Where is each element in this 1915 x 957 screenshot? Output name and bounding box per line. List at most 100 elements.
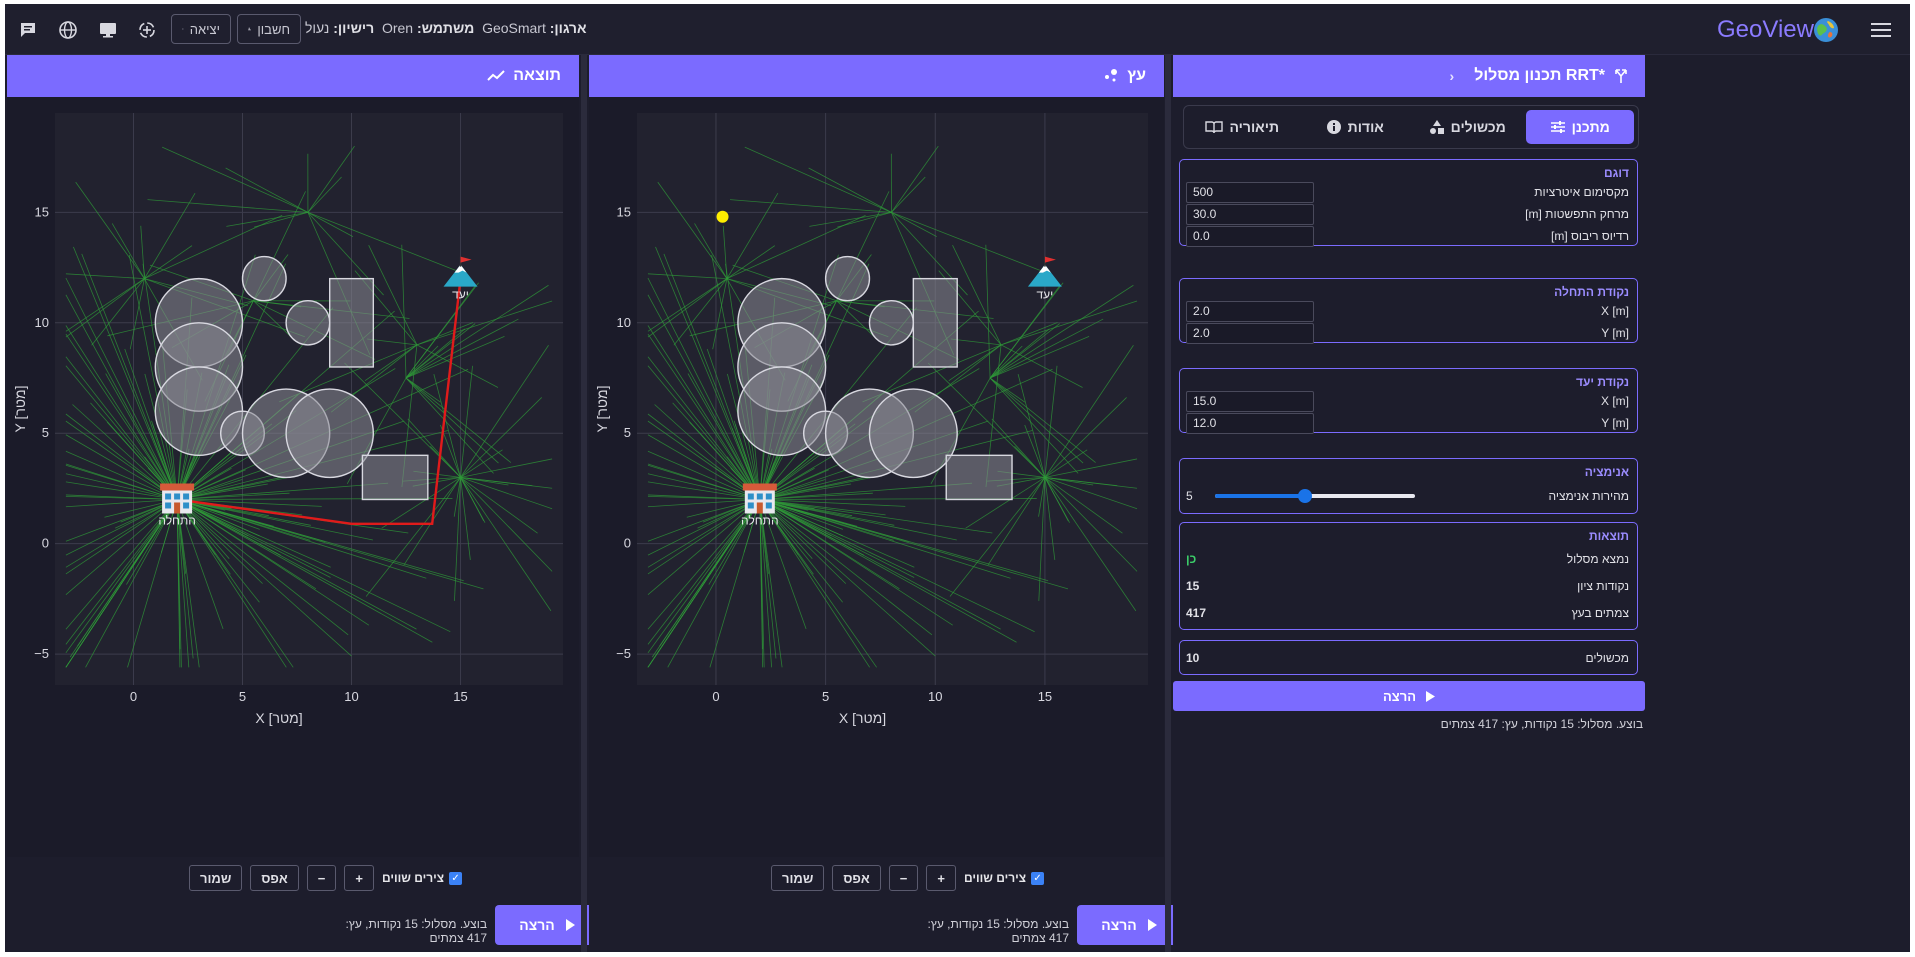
sidebar-title: תכנון מסלול RRT* [1474, 67, 1605, 84]
result-equal-axes-label: צירים שווים [381, 871, 445, 885]
tree-equal-axes-checkbox[interactable]: ✓ [1031, 871, 1045, 885]
tree-edge [759, 499, 936, 657]
result-reset-button[interactable]: אפס [250, 865, 299, 891]
tree-run-button[interactable]: הרצה [1077, 905, 1181, 945]
tree-edge [759, 499, 773, 668]
obstacles-count-value: 10 [1186, 651, 1200, 665]
mountain [443, 264, 478, 287]
chat-icon[interactable] [15, 17, 41, 43]
result-save-button[interactable]: שמור [189, 865, 243, 891]
result-plot[interactable]: 0 5 10 15 −5 0 5 10 15 X [מטר] Y [מטר] התחלה יעד [7, 97, 579, 857]
building-window [765, 502, 772, 509]
x-tick-label: 0 [130, 689, 137, 704]
tree-controls: ✓ צירים שווים + − אפס שמור [771, 864, 1045, 892]
building-window [756, 493, 763, 500]
splitter[interactable] [1165, 55, 1171, 952]
tree-edge [75, 181, 145, 279]
tab-planner[interactable]: מתכנן [1525, 110, 1634, 144]
result-zoom-in-button[interactable]: + [344, 865, 374, 891]
sidebar-status-text: בוצע. מסלול: 15 נקודות, עץ: 417 צמתים [1440, 717, 1643, 731]
result-equal-axes-checkbox[interactable]: ✓ [449, 871, 463, 885]
tab-about[interactable]: אודות [1301, 110, 1410, 144]
tree-edge [176, 499, 311, 541]
result-plot-svg[interactable]: 0 5 10 15 −5 0 5 10 15 X [מטר] Y [מטר] התחלה יעד [7, 97, 579, 857]
tree-edge [126, 499, 178, 585]
circle-obstacle [868, 300, 915, 346]
goal-y-label: Y [m] [1601, 416, 1629, 430]
max-iterations-input[interactable]: 500 [1186, 181, 1314, 203]
logo-globe-icon [1813, 17, 1839, 43]
mountain-snow [454, 264, 467, 273]
goal-y-input[interactable]: 12.0 [1186, 412, 1314, 434]
sidebar-run-button[interactable]: הרצה [1173, 681, 1645, 711]
tree-edge [759, 499, 957, 541]
tree-edge [460, 458, 553, 478]
tree-equal-axes[interactable]: ✓ צירים שווים [964, 871, 1045, 885]
tree-edge [837, 211, 892, 228]
tree-edge [647, 499, 761, 654]
animation-speed-label: מהירות אנימציה [1548, 489, 1629, 503]
globe-icon[interactable] [55, 17, 81, 43]
tree-edge [759, 499, 777, 659]
tree-edge [65, 499, 178, 556]
tree-edge [144, 373, 178, 500]
tree-edge [177, 499, 373, 541]
tree-run-label: הרצה [1101, 917, 1137, 933]
rewire-radius-input[interactable]: 0.0 [1186, 225, 1314, 247]
tree-edge [405, 345, 439, 379]
tree-plot-svg[interactable]: 0 5 10 15 −5 0 5 10 15 X [מטר] Y [מטר] התחלה יעד [589, 97, 1164, 857]
y-tick-label: 0 [42, 536, 49, 551]
tree-edge [989, 284, 1134, 379]
result-equal-axes[interactable]: ✓ צירים שווים [381, 871, 463, 885]
tree-edge [368, 245, 418, 346]
tree-edge [726, 192, 779, 279]
tab-about-label: אודות [1347, 119, 1384, 135]
y-axis-label: Y [מטר] [594, 385, 610, 432]
planner-sidebar: › תכנון מסלול RRT* מתכנן מכשולים אודות ת… [1173, 55, 1645, 952]
add-location-icon[interactable] [134, 17, 160, 43]
tree-edge [989, 345, 1023, 379]
tab-obstacles-label: מכשולים [1450, 119, 1506, 135]
tree-edge [405, 323, 476, 379]
top-bar: יציאה חשבון ארגון: GeoSmart משתמש: Oren … [5, 4, 1910, 55]
tree-edge [65, 499, 178, 508]
tree-edge [891, 212, 937, 237]
tab-planner-label: מתכנן [1571, 119, 1610, 135]
splitter[interactable] [581, 55, 587, 952]
route-fork-icon [1615, 69, 1627, 83]
tree-edge [177, 483, 268, 500]
tree-edge [177, 476, 283, 500]
start-y-input[interactable]: 2.0 [1186, 322, 1314, 344]
start-x-input[interactable]: 2.0 [1186, 300, 1314, 322]
tree-save-button[interactable]: שמור [771, 865, 825, 891]
building-window [747, 493, 754, 500]
tree-edge [405, 336, 505, 379]
tree-edge [989, 284, 1061, 379]
x-tick-label: 5 [239, 689, 246, 704]
expand-distance-input[interactable]: 30.0 [1186, 203, 1314, 225]
waypoints-label: נקודות ציון [1577, 579, 1629, 593]
slider-thumb[interactable] [1297, 489, 1312, 503]
tree-zoom-in-button[interactable]: + [926, 865, 956, 891]
y-tick-label: 15 [617, 204, 631, 219]
tree-edge [65, 278, 145, 332]
tree-edge [1044, 477, 1056, 560]
tree-plot[interactable]: 0 5 10 15 −5 0 5 10 15 X [מטר] Y [מטר] התחלה יעד [589, 97, 1164, 857]
tree-edge [65, 434, 178, 500]
tab-theory[interactable]: תיאוריה [1188, 110, 1297, 144]
animation-speed-slider[interactable] [1214, 488, 1415, 504]
tree-edge [405, 377, 441, 403]
sample-point [716, 210, 729, 223]
result-zoom-out-button[interactable]: − [306, 865, 337, 891]
account-button[interactable]: חשבון [237, 14, 301, 44]
tree-edge [1044, 345, 1134, 478]
tree-zoom-out-button[interactable]: − [888, 865, 919, 891]
menu-icon[interactable] [1868, 17, 1894, 43]
book-icon [1205, 121, 1224, 134]
monitor-icon[interactable] [95, 17, 121, 43]
chevron-right-icon[interactable]: › [1449, 68, 1455, 84]
goal-x-input[interactable]: 15.0 [1186, 390, 1314, 412]
logout-button[interactable]: יציאה [171, 14, 231, 44]
tree-reset-button[interactable]: אפס [832, 865, 881, 891]
tab-obstacles[interactable]: מכשולים [1413, 110, 1522, 144]
